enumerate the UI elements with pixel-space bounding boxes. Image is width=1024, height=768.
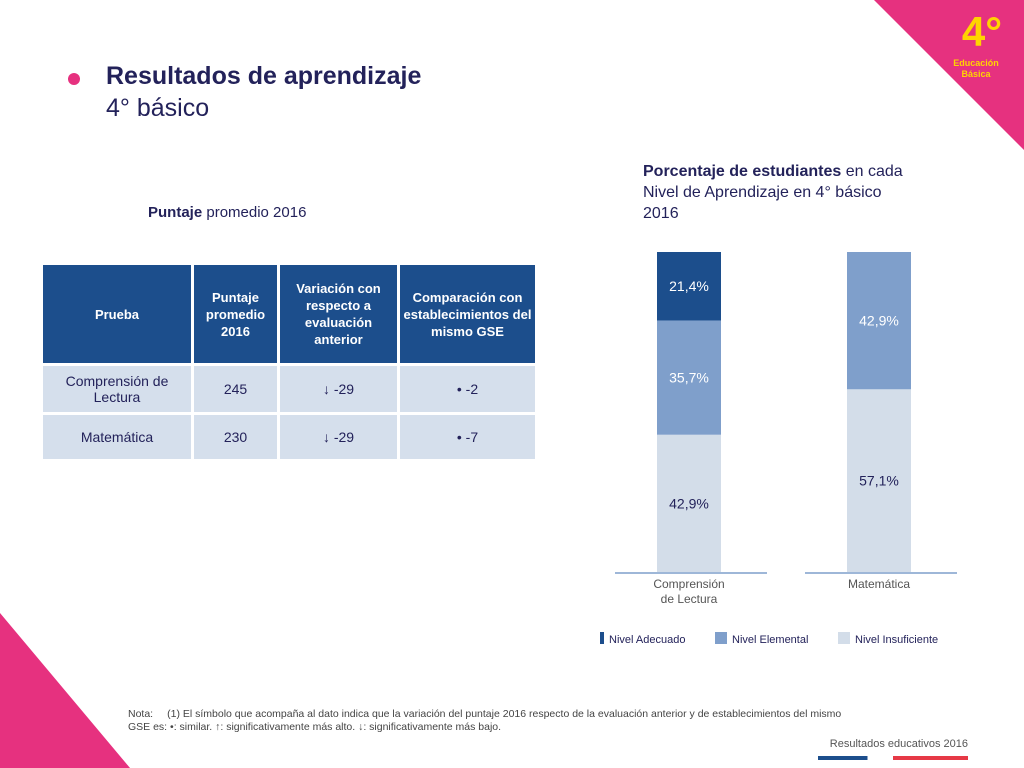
cell-prueba: Comprensión de Lectura: [43, 366, 191, 412]
title-bullet-icon: [68, 73, 80, 85]
grade-badge-line1: Educación: [953, 58, 999, 68]
data-label: 21,4%: [669, 278, 709, 294]
cell-variacion: ↓ -29: [280, 415, 397, 459]
category-label: de Lectura: [661, 592, 718, 606]
bar-segment: [847, 252, 911, 390]
table-caption: Puntaje promedio 2016: [148, 204, 306, 221]
header-puntaje: Puntaje promedio 2016: [194, 265, 277, 363]
table-header-row: Prueba Puntaje promedio 2016 Variación c…: [43, 265, 535, 363]
cell-puntaje: 245: [194, 366, 277, 412]
grade-badge-number: 4°: [961, 8, 1002, 55]
legend-swatch: [600, 632, 604, 644]
legend-label: Nivel Insuficiente: [855, 634, 938, 646]
corner-decoration-top-right: [874, 0, 1024, 150]
header-comparacion: Comparación con establecimientos del mis…: [400, 265, 535, 363]
bar-segment: [657, 434, 721, 572]
bar-segment: [657, 252, 721, 321]
header-variacion: Variación con respecto a evaluación ante…: [280, 265, 397, 363]
legend-swatch: [838, 632, 850, 644]
data-label: 42,9%: [669, 495, 709, 511]
data-label: 57,1%: [859, 473, 899, 489]
corner-decoration-bottom-left: [0, 613, 130, 768]
results-table: Prueba Puntaje promedio 2016 Variación c…: [40, 262, 538, 462]
table-row: Comprensión de Lectura 245 ↓ -29 • -2: [43, 366, 535, 412]
category-label: Matemática: [848, 577, 910, 591]
data-label: 35,7%: [669, 370, 709, 386]
chart-title: Porcentaje de estudiantes en cada Nivel …: [643, 161, 913, 224]
table-row: Matemática 230 ↓ -29 • -7: [43, 415, 535, 459]
cell-prueba: Matemática: [43, 415, 191, 459]
cell-comparacion: • -7: [400, 415, 535, 459]
chart-title-bold: Porcentaje de estudiantes: [643, 163, 842, 180]
data-label: 42,9%: [859, 313, 899, 329]
legend-label: Nivel Elemental: [732, 634, 808, 646]
table-caption-bold: Puntaje: [148, 204, 203, 221]
header-prueba: Prueba: [43, 265, 191, 363]
footer-brand: Resultados educativos 2016: [829, 738, 968, 750]
bar-segment: [847, 389, 911, 572]
page-title: Resultados de aprendizaje: [106, 62, 422, 90]
cell-variacion: ↓ -29: [280, 366, 397, 412]
footer-flag-bar: [818, 756, 968, 760]
bar-segment: [657, 320, 721, 435]
legend-swatch: [715, 632, 727, 644]
cell-puntaje: 230: [194, 415, 277, 459]
legend-label: Nivel Adecuado: [609, 634, 685, 646]
cell-comparacion: • -2: [400, 366, 535, 412]
chart-title-rest: en cada Nivel de Aprendizaje en 4° básic…: [643, 163, 903, 222]
footnote: Nota: (1) El símbolo que acompaña al dato…: [128, 708, 848, 734]
category-label: Comprensión: [653, 577, 724, 591]
footnote-text: (1) El símbolo que acompaña al dato indi…: [128, 708, 842, 733]
grade-badge-line2: Básica: [961, 69, 991, 79]
page-subtitle: 4° básico: [106, 94, 210, 122]
footnote-label: Nota:: [128, 708, 154, 720]
table-caption-rest: promedio 2016: [202, 204, 307, 221]
